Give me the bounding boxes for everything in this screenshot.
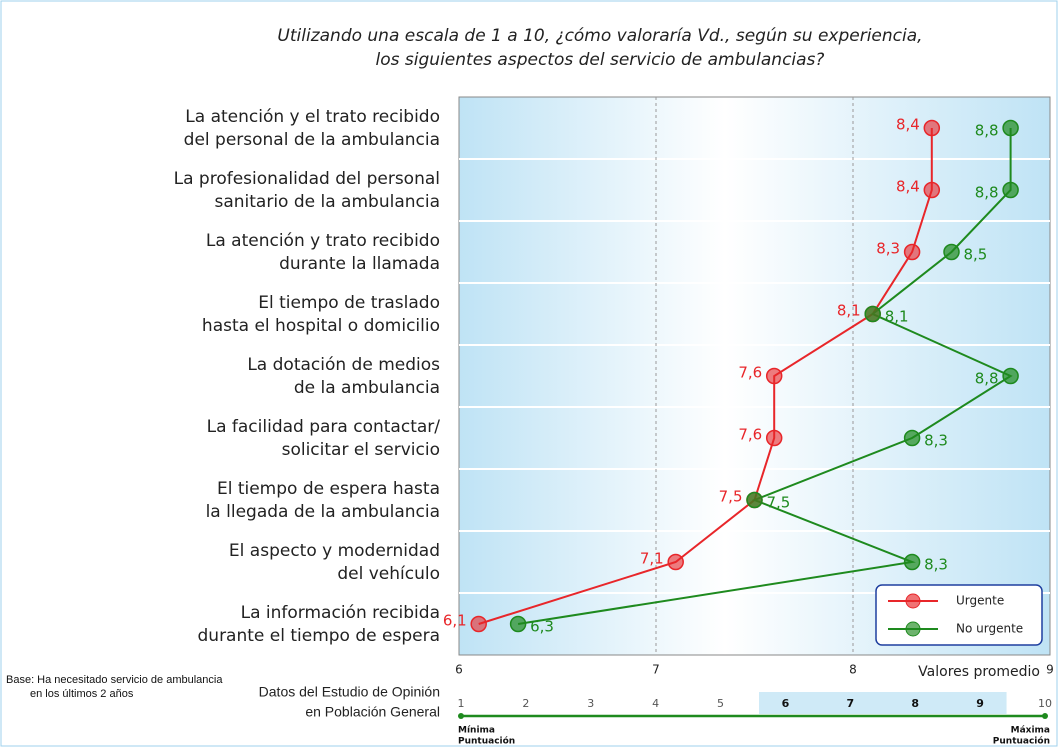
y-tick-label: El tiempo de espera hasta xyxy=(217,479,440,499)
data-label: 8,8 xyxy=(975,370,999,388)
scale-tick-label: 6 xyxy=(782,697,790,710)
base-note: Base: Ha necesitado servicio de ambulanc… xyxy=(6,674,223,686)
chart-title: Utilizando una escala de 1 a 10, ¿cómo v… xyxy=(277,26,922,46)
marker xyxy=(903,553,921,571)
marker xyxy=(923,119,941,137)
marker xyxy=(923,181,941,199)
scale-min-label: Mínima xyxy=(458,726,495,736)
marker xyxy=(943,243,960,261)
data-label: 8,4 xyxy=(896,116,920,134)
marker xyxy=(1002,119,1019,137)
scale-tick-label: 1 xyxy=(458,697,465,710)
base-note: en los últimos 2 años xyxy=(30,688,134,700)
marker xyxy=(1002,367,1019,385)
data-label: 8,4 xyxy=(896,178,920,196)
scale-tick-label: 3 xyxy=(587,697,594,710)
marker xyxy=(470,615,487,633)
scale-end xyxy=(1042,713,1048,719)
legend-label: Urgente xyxy=(956,594,1004,608)
data-label: 7,5 xyxy=(719,488,743,506)
marker xyxy=(509,615,527,633)
y-tick-label: durante el tiempo de espera xyxy=(198,626,441,646)
scale-end xyxy=(458,713,464,719)
y-tick-label: La facilidad para contactar/ xyxy=(207,417,441,437)
y-tick-label: la llegada de la ambulancia xyxy=(206,502,440,522)
y-tick-label: La dotación de medios xyxy=(247,355,440,375)
scale-tick-label: 2 xyxy=(522,697,529,710)
scale-tick-label: 9 xyxy=(976,697,984,710)
data-label: 7,5 xyxy=(767,494,791,512)
scale-tick-label: 8 xyxy=(911,697,919,710)
y-tick-label: del personal de la ambulancia xyxy=(184,130,440,150)
marker xyxy=(765,367,783,385)
marker xyxy=(746,491,763,509)
data-label: 8,8 xyxy=(975,122,999,140)
y-tick-label: La atención y trato recibido xyxy=(206,231,440,251)
plot-area xyxy=(458,96,1051,656)
marker xyxy=(765,429,783,447)
data-label: 8,3 xyxy=(924,556,948,574)
marker xyxy=(667,553,684,571)
data-label: 7,1 xyxy=(640,550,664,568)
x-tick-label: 8 xyxy=(849,663,857,677)
legend-marker xyxy=(905,593,921,609)
y-tick-label: La información recibida xyxy=(241,603,440,623)
data-label: 8,5 xyxy=(964,246,988,264)
legend-label: No urgente xyxy=(956,622,1023,636)
marker xyxy=(903,243,921,261)
y-tick-label: El aspecto y modernidad xyxy=(229,541,440,561)
scale-tick-label: 5 xyxy=(717,697,724,710)
x-tick-label: 9 xyxy=(1046,663,1054,677)
data-label: 8,8 xyxy=(975,184,999,202)
scale-highlight xyxy=(759,692,1007,714)
legend-marker xyxy=(905,621,921,637)
y-tick-label: sanitario de la ambulancia xyxy=(214,192,440,212)
marker xyxy=(903,429,921,447)
source-note: Datos del Estudio de Opinión xyxy=(259,684,440,700)
scale-tick-label: 7 xyxy=(847,697,855,710)
data-label: 6,1 xyxy=(443,612,467,630)
scale-tick-label: 4 xyxy=(652,697,659,710)
data-label: 7,6 xyxy=(738,364,762,382)
y-tick-label: solicitar el servicio xyxy=(282,440,440,460)
scale-max-label: Puntuación xyxy=(993,736,1050,747)
data-label: 8,1 xyxy=(837,302,861,320)
y-tick-label: del vehículo xyxy=(337,564,440,584)
scale-tick-label: 10 xyxy=(1038,697,1052,710)
scale-max-label: Máxima xyxy=(1011,726,1050,736)
data-label: 7,6 xyxy=(738,426,762,444)
y-tick-label: El tiempo de traslado xyxy=(258,293,440,313)
y-tick-label: de la ambulancia xyxy=(294,378,440,398)
data-label: 8,3 xyxy=(924,432,948,450)
marker xyxy=(864,305,881,323)
x-tick-label: 6 xyxy=(455,663,463,677)
source-note: en Población General xyxy=(305,704,440,720)
y-tick-label: La profesionalidad del personal xyxy=(174,169,440,189)
y-tick-label: La atención y el trato recibido xyxy=(185,107,440,127)
y-tick-label: durante la llamada xyxy=(279,254,440,274)
x-tick-label: 7 xyxy=(652,663,660,677)
y-tick-label: hasta el hospital o domicilio xyxy=(202,316,440,336)
data-label: 8,1 xyxy=(885,308,909,326)
data-label: 6,3 xyxy=(530,618,554,636)
x-axis-label: Valores promedio xyxy=(918,664,1040,680)
scale-min-label: Puntuación xyxy=(458,736,515,747)
chart-title: los siguientes aspectos del servicio de … xyxy=(376,50,825,70)
data-label: 8,3 xyxy=(876,240,900,258)
marker xyxy=(1002,181,1019,199)
